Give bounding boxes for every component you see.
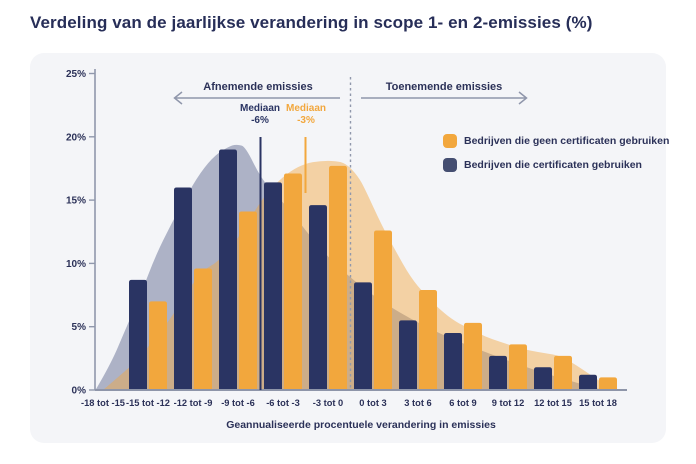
bar-geen-certificaten-15tot18	[599, 377, 617, 390]
legend: Bedrijven die geen certificaten gebruike…	[443, 134, 669, 182]
median-label-no-certificates: Mediaan -3%	[286, 103, 326, 127]
increasing-arrow-head	[518, 91, 528, 105]
legend-item-certificates: Bedrijven die certificaten gebruiken	[443, 158, 669, 172]
legend-item-no-certificates: Bedrijven die geen certificaten gebruike…	[443, 134, 669, 148]
y-tick-label: 10%	[66, 259, 86, 270]
x-tick-label: -15 tot -12	[126, 398, 170, 408]
bar-geen-certificaten-3tot6	[419, 289, 437, 390]
bar-certificaten--3tot0	[309, 205, 327, 390]
bar-geen-certificaten--3tot0	[329, 165, 347, 390]
bar-certificaten--12tot-9	[174, 187, 192, 390]
bar-certificaten--15tot-12	[129, 279, 147, 390]
y-tick-label: 25%	[66, 69, 86, 80]
zone-label-increasing: Toenemende emissies	[385, 81, 503, 93]
y-tick-label: 0%	[72, 386, 87, 397]
bar-certificaten-3tot6	[399, 320, 417, 390]
page-title: Verdeling van de jaarlijkse verandering …	[30, 13, 593, 32]
bar-geen-certificaten-9tot12	[509, 344, 527, 390]
x-tick-label: -9 tot -6	[221, 398, 255, 408]
bar-certificaten--6tot-3	[264, 182, 282, 390]
x-tick-label: 9 tot 12	[492, 398, 525, 408]
bar-certificaten-9tot12	[489, 355, 507, 390]
bar-geen-certificaten--12tot-9	[194, 268, 212, 390]
x-tick-label: -18 tot -15	[81, 398, 125, 408]
x-tick-label: 0 tot 3	[359, 398, 386, 408]
bar-geen-certificaten--9tot-6	[239, 211, 257, 390]
legend-swatch-certificates	[443, 158, 457, 172]
bar-geen-certificaten-0tot3	[374, 230, 392, 390]
x-tick-label: 6 tot 9	[449, 398, 476, 408]
y-tick-label: 5%	[72, 322, 87, 333]
bar-geen-certificaten-12tot15	[554, 355, 572, 390]
x-tick-label: 15 tot 18	[579, 398, 617, 408]
legend-label-certificates: Bedrijven die certificaten gebruiken	[464, 159, 642, 171]
y-tick-label: 15%	[66, 196, 86, 207]
x-tick-label: -6 tot -3	[266, 398, 300, 408]
emissions-distribution-chart: 0% 5% 10% 15% 20% 25% -18 tot -15 -15 tot -12 -1…	[66, 69, 627, 408]
zone-label-decreasing: Afnemende emissies	[203, 81, 313, 93]
x-tick-label: -12 tot -9	[174, 398, 213, 408]
bar-geen-certificaten--6tot-3	[284, 173, 302, 390]
x-tick-label: 12 tot 15	[534, 398, 572, 408]
decreasing-arrow-head	[173, 91, 183, 105]
bar-certificaten-15tot18	[579, 374, 597, 390]
x-axis-title: Geannualiseerde procentuele verandering …	[226, 419, 496, 431]
bar-geen-certificaten--15tot-12	[149, 301, 167, 390]
median-no-certificates-value: -3%	[297, 115, 315, 126]
median-certificates-value: -6%	[251, 115, 269, 126]
bar-certificaten-0tot3	[354, 282, 372, 390]
bar-geen-certificaten-6tot9	[464, 322, 482, 390]
median-certificates-title: Mediaan	[239, 103, 281, 114]
x-tick-label: -3 tot 0	[313, 398, 343, 408]
chart-card: 0% 5% 10% 15% 20% 25% -18 tot -15 -15 tot -12 -1…	[30, 53, 669, 443]
median-no-certificates-title: Mediaan	[285, 103, 327, 114]
bar-certificaten-6tot9	[444, 333, 462, 390]
legend-label-no-certificates: Bedrijven die geen certificaten gebruike…	[464, 135, 670, 147]
median-label-certificates: Mediaan -6%	[240, 103, 280, 127]
legend-swatch-no-certificates	[443, 134, 457, 148]
bar-certificaten-12tot15	[534, 367, 552, 390]
y-tick-label: 20%	[66, 132, 86, 143]
bar-certificaten--9tot-6	[219, 149, 237, 390]
x-tick-label: 3 tot 6	[404, 398, 431, 408]
